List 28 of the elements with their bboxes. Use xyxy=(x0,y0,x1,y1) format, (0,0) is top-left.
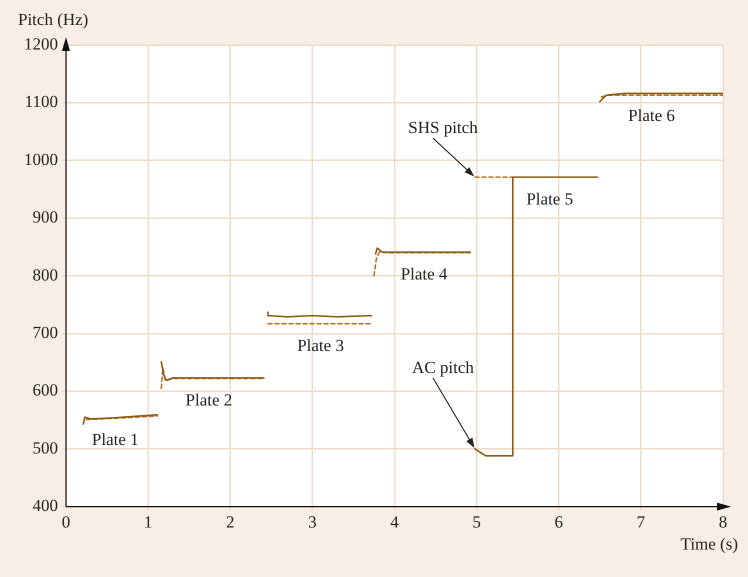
x-tick-label: 5 xyxy=(472,512,481,532)
y-tick-label: 700 xyxy=(32,322,58,342)
annotation: Plate 5 xyxy=(526,190,574,209)
y-tick-label: 1200 xyxy=(24,34,58,54)
y-tick-label: 400 xyxy=(32,496,58,516)
x-tick-label: 8 xyxy=(718,512,728,532)
x-tick-label: 7 xyxy=(636,512,646,532)
annotation: Plate 1 xyxy=(92,430,139,450)
x-tick-label: 0 xyxy=(62,512,70,532)
y-tick-label: 600 xyxy=(32,380,58,400)
x-tick-label: 2 xyxy=(226,512,234,532)
y-tick-label: 900 xyxy=(32,208,58,227)
annotation: Plate 4 xyxy=(400,264,448,284)
y-tick-label: 800 xyxy=(32,265,58,284)
annotation: AC pitch xyxy=(412,358,474,377)
y-tick-label: 1000 xyxy=(24,150,58,169)
x-tick-label: 4 xyxy=(390,512,400,532)
annotation: Plate 3 xyxy=(297,336,344,356)
y-tick-label: 1100 xyxy=(24,92,58,112)
x-tick-label: 1 xyxy=(144,512,152,532)
y-axis-title: Pitch (Hz) xyxy=(18,10,88,29)
x-axis-title: Time (s) xyxy=(680,534,738,554)
annotation: Plate 2 xyxy=(186,390,232,410)
y-tick-label: 500 xyxy=(32,438,58,458)
annotation: SHS pitch xyxy=(408,118,478,138)
annotation: Plate 6 xyxy=(628,106,675,125)
x-tick-label: 3 xyxy=(308,512,317,532)
x-tick-label: 6 xyxy=(554,512,563,532)
